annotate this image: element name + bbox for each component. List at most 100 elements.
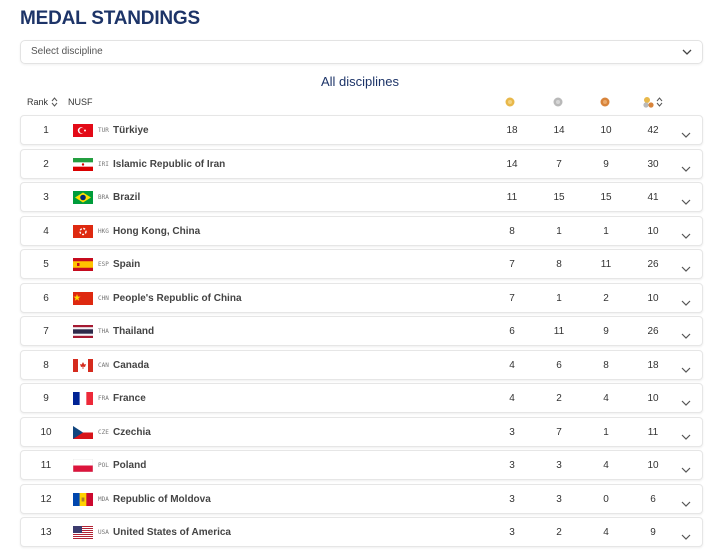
country-code: CHN [98, 294, 109, 302]
country-name: Thailand [113, 326, 155, 337]
chevron-icon [681, 467, 691, 473]
gold-count: 6 [509, 326, 515, 337]
silver-count: 3 [556, 493, 562, 505]
country-code: POL [98, 462, 109, 469]
total-count: 10 [647, 393, 659, 404]
standings-row[interactable]: 2 IRI Islamic Republic of Iran 14 7 9 30 [20, 148, 703, 179]
gold-count: 3 [509, 426, 515, 438]
total-count: 9 [650, 527, 656, 538]
chevron-icon [681, 233, 691, 239]
flag-image [73, 425, 93, 439]
total-count: 30 [647, 158, 659, 170]
standings-row[interactable]: 12 MDA Republic of Moldova 3 3 0 6 [20, 483, 703, 514]
chevron-icon [681, 300, 691, 306]
expand-chevron[interactable] [681, 361, 691, 379]
total-count: 42 [647, 125, 659, 136]
flag [72, 458, 94, 477]
flag [73, 291, 93, 310]
expand-chevron[interactable] [681, 495, 691, 513]
total-icon[interactable] [643, 96, 665, 108]
country-name: Canada [113, 359, 150, 371]
gold-count: 3 [509, 527, 515, 538]
total-count: 11 [647, 426, 659, 438]
gold-count: 4 [509, 359, 515, 371]
bronze-count: 9 [603, 326, 609, 337]
flag-image [73, 291, 93, 305]
rank: 12 [40, 493, 52, 505]
silver-count: 3 [556, 460, 562, 471]
rank: 2 [43, 158, 49, 170]
table-caption: All disciplines [320, 74, 400, 89]
standings-row[interactable]: 13 USA United States of America 3 2 4 9 [20, 517, 703, 547]
country-code: CAN [98, 361, 109, 369]
gold-count: 11 [506, 192, 518, 203]
standings-row[interactable]: 11 POL Poland 3 3 4 10 [20, 450, 703, 480]
chevron-icon [681, 367, 691, 373]
standings-row[interactable]: 5 ESP Spain 7 8 11 26 [20, 249, 703, 279]
silver-icon [553, 97, 563, 107]
silver-count: 7 [556, 158, 562, 170]
chevron-icon [681, 266, 691, 272]
standings-row[interactable]: 4 HKG Hong Kong, China 8 1 1 10 [20, 215, 703, 246]
rank: 5 [43, 259, 49, 270]
country-code: HKG [98, 227, 109, 235]
standings-row[interactable]: 10 CZE Czechia 3 7 1 11 [20, 416, 703, 447]
expand-chevron[interactable] [681, 528, 691, 546]
gold-count: 18 [506, 125, 518, 136]
sort-icon[interactable] [51, 97, 58, 107]
expand-chevron[interactable] [681, 260, 691, 278]
total-count: 26 [647, 326, 659, 337]
country-name: Poland [113, 460, 147, 471]
gold-count: 3 [509, 460, 515, 471]
standings-row[interactable]: 7 THA Thailand 6 11 9 26 [20, 316, 703, 346]
rank: 1 [43, 125, 49, 136]
country-name: Spain [113, 259, 141, 270]
discipline-dropdown[interactable]: Select discipline [20, 40, 703, 64]
flag [73, 425, 93, 444]
standings-row[interactable]: 3 BRA Brazil 11 15 15 41 [20, 182, 703, 212]
flag [73, 325, 93, 343]
bronze-count: 8 [603, 359, 609, 371]
expand-chevron[interactable] [681, 193, 691, 211]
country-name: United States of America [113, 527, 231, 538]
bronze-count: 11 [600, 259, 612, 270]
country-code: TUR [98, 127, 109, 134]
country-code: MDA [98, 495, 109, 503]
standings-row[interactable]: 1 TUR Türkiye 18 14 10 42 [20, 115, 703, 145]
standings-row[interactable]: 9 FRA France 4 2 4 10 [20, 383, 703, 413]
total-count: 41 [647, 192, 659, 203]
silver-count: 1 [556, 292, 562, 304]
country-name: Türkiye [113, 125, 149, 136]
total-count: 18 [647, 359, 659, 371]
flag-image [73, 157, 93, 171]
rank-header[interactable]: Rank [27, 97, 49, 107]
rank: 9 [43, 393, 49, 404]
flag [73, 191, 93, 209]
expand-chevron[interactable] [681, 160, 691, 178]
flag-image [73, 358, 94, 372]
expand-chevron[interactable] [681, 428, 691, 446]
rank: 7 [43, 326, 49, 337]
page-title: MEDAL STANDINGS [20, 8, 200, 29]
silver-count: 6 [556, 359, 562, 371]
expand-chevron[interactable] [681, 227, 691, 245]
chevron-icon [681, 400, 691, 406]
flag-image [73, 224, 93, 238]
expand-chevron[interactable] [681, 126, 691, 144]
flag-image [73, 124, 93, 137]
standings-row[interactable]: 8 CAN Canada 4 6 8 18 [20, 349, 703, 380]
expand-chevron[interactable] [681, 461, 691, 479]
silver-count: 11 [553, 326, 565, 337]
silver-count: 1 [556, 225, 562, 237]
expand-chevron[interactable] [681, 294, 691, 312]
total-count: 6 [650, 493, 656, 505]
flag-image [73, 258, 93, 271]
flag [73, 224, 93, 243]
standings-row[interactable]: 6 CHN People's Republic of China 7 1 2 10 [20, 282, 703, 313]
expand-chevron[interactable] [681, 327, 691, 345]
flag-image [73, 392, 94, 405]
silver-count: 8 [556, 259, 562, 270]
country-code: FRA [98, 395, 109, 402]
expand-chevron[interactable] [681, 394, 691, 412]
